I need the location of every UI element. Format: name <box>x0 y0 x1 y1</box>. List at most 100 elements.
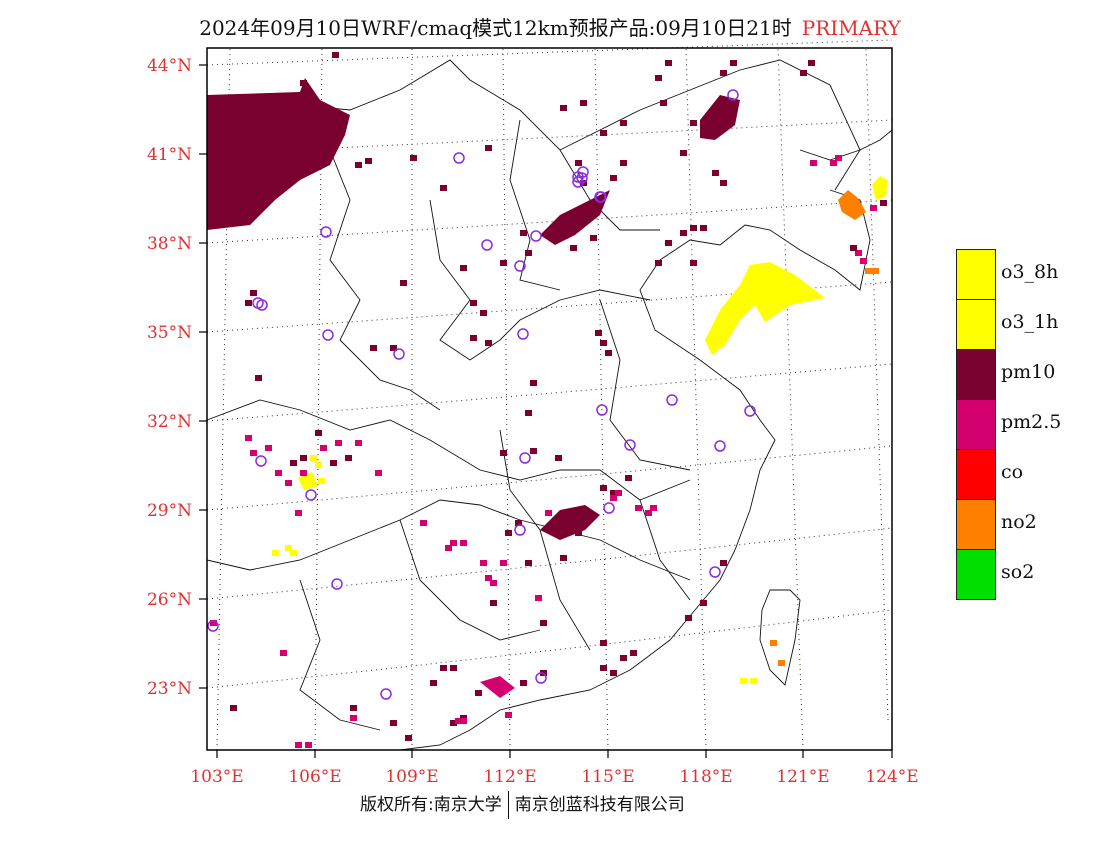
pollution-cell <box>650 505 657 511</box>
pollution-cell <box>300 470 307 476</box>
pollution-cell <box>685 615 692 621</box>
legend-swatch <box>956 549 996 600</box>
pollution-cell <box>620 160 627 166</box>
pollution-cell <box>245 435 252 441</box>
lat-label: 29°N <box>147 501 192 521</box>
pollution-cell <box>750 678 757 684</box>
pollution-cell <box>680 230 687 236</box>
pollution-cell <box>665 60 672 66</box>
station-circle-icon <box>603 502 615 514</box>
legend-label: co <box>1001 461 1024 483</box>
pollution-cell <box>470 335 477 341</box>
station-circle-icon <box>572 176 584 188</box>
pollution-cell <box>770 640 777 646</box>
pollution-cell <box>525 250 532 256</box>
legend-label: o3_8h <box>1001 261 1059 283</box>
pollution-cell <box>620 655 627 661</box>
pollution-cell <box>250 290 257 296</box>
o3-area-sichuan <box>298 472 318 490</box>
pollution-cell <box>305 742 312 748</box>
lat-label: 44°N <box>147 56 192 76</box>
pollution-cell <box>285 480 292 486</box>
station-circle-icon <box>535 672 547 684</box>
lon-label: 118°E <box>679 767 732 787</box>
pollution-cell <box>712 170 719 176</box>
pollution-cell <box>490 580 497 586</box>
pollution-cell <box>590 235 597 241</box>
pollution-cell <box>410 155 417 161</box>
pollution-cell <box>720 180 727 186</box>
pollutant-areas <box>207 78 888 698</box>
pollution-cell <box>545 510 552 516</box>
pollution-cell <box>335 440 342 446</box>
pollution-cell <box>700 225 707 231</box>
pollution-cell <box>600 130 607 136</box>
pollution-cell <box>515 520 522 526</box>
pollution-cell <box>615 490 622 496</box>
pollution-cell <box>485 575 492 581</box>
pollution-cell <box>720 70 727 76</box>
pollution-cell <box>450 720 457 726</box>
pm10-area-central <box>540 505 600 540</box>
station-circle-icon <box>207 620 219 632</box>
lon-label: 112°E <box>483 767 536 787</box>
no2-area-liaoning <box>838 190 866 220</box>
pollution-cell <box>370 345 377 351</box>
pollution-cell <box>655 260 662 266</box>
legend-label: no2 <box>1001 511 1037 533</box>
pollution-cell <box>460 540 467 546</box>
lat-label: 35°N <box>147 323 192 343</box>
pollution-cell <box>525 560 532 566</box>
pollution-cell <box>830 160 837 166</box>
legend-label: o3_1h <box>1001 311 1059 333</box>
pollution-cell <box>405 735 412 741</box>
pollution-cell <box>365 158 372 164</box>
station-circle-icon <box>530 230 542 242</box>
title-main: 2024年09月10日WRF/cmaq模式12km预报产品:09月10日21时 <box>199 16 792 40</box>
pollution-cell <box>620 120 627 126</box>
pollution-cell <box>778 660 785 666</box>
pollution-cell <box>485 340 492 346</box>
pollution-cell <box>870 205 877 211</box>
station-circle-icon <box>744 405 756 417</box>
pollution-cell <box>275 470 282 476</box>
pollution-cell <box>310 455 317 461</box>
station-circle-icon <box>393 348 405 360</box>
pollution-cell <box>400 280 407 286</box>
o3-area-shandong <box>705 262 825 355</box>
legend-label: pm2.5 <box>1001 411 1062 433</box>
pollution-cell <box>860 258 867 264</box>
pollution-cell <box>245 300 252 306</box>
pm10-area-north <box>700 95 740 140</box>
station-circle-icon <box>320 226 332 238</box>
pollution-cell <box>350 705 357 711</box>
legend-label: so2 <box>1001 561 1035 583</box>
pollution-cell <box>872 268 879 274</box>
o3-area-northeast <box>872 176 888 200</box>
pollution-cell <box>570 245 577 251</box>
pollution-cell <box>690 260 697 266</box>
pollution-cell <box>555 455 562 461</box>
pollution-cell <box>525 410 532 416</box>
pollution-cell <box>720 560 727 566</box>
pollution-cell <box>285 545 292 551</box>
pollution-cell <box>355 440 362 446</box>
pm10-area-inner-mongolia <box>207 78 350 230</box>
pollution-cell <box>835 155 842 161</box>
pollution-cell <box>490 600 497 606</box>
pollution-cell <box>560 555 567 561</box>
pollution-cell <box>460 718 467 724</box>
pollution-cell <box>808 60 815 66</box>
pollution-cell <box>610 670 617 676</box>
province-borders <box>206 59 893 751</box>
station-circle-icon <box>727 89 739 101</box>
pollution-cell <box>390 345 397 351</box>
pollution-cell <box>530 380 537 386</box>
pollution-cell <box>450 665 457 671</box>
lat-label: 26°N <box>147 590 192 610</box>
station-circle-icon <box>514 524 526 536</box>
station-circle-icon <box>331 578 343 590</box>
pollution-cell <box>595 330 602 336</box>
station-circle-icon <box>514 260 526 272</box>
pollution-cell <box>740 678 747 684</box>
